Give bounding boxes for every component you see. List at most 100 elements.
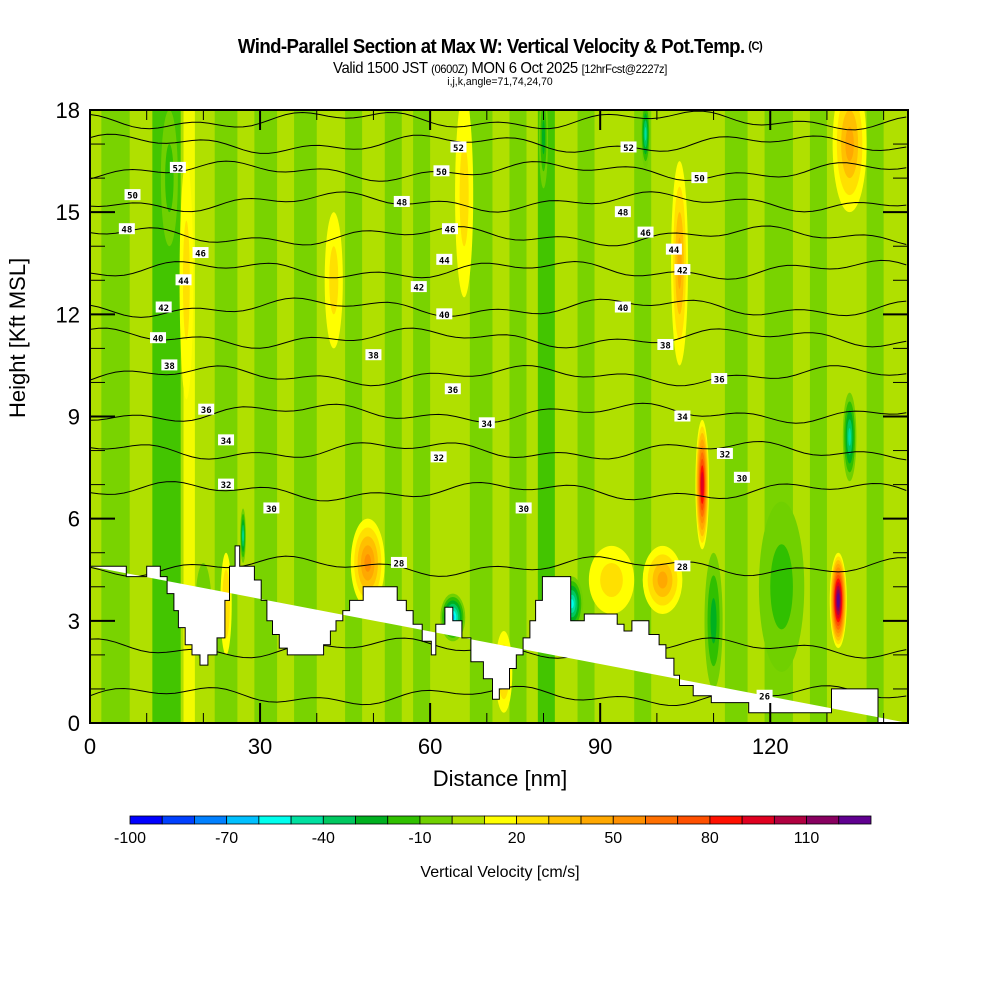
contour-label: 38 — [657, 338, 674, 351]
contour-label: 46 — [441, 223, 458, 236]
x-tick-label: 30 — [248, 734, 272, 759]
contour-label-text: 36 — [201, 406, 212, 416]
theta-contour — [90, 160, 907, 182]
colorbar-segment — [194, 815, 228, 825]
velocity-stripe — [183, 110, 195, 723]
contour-label-text: 36 — [714, 376, 725, 386]
colorbar-segment — [548, 815, 582, 825]
contour-label-text: 40 — [617, 304, 628, 314]
contour-label: 34 — [674, 410, 691, 423]
contour-label-bg — [716, 447, 733, 459]
velocity-cell — [770, 544, 793, 630]
contour-label: 46 — [637, 226, 654, 239]
velocity-stripe — [469, 110, 493, 723]
contour-label-bg — [614, 206, 631, 218]
colorbar-tick-label: -40 — [312, 830, 335, 847]
contour-label: 42 — [155, 301, 172, 314]
contour-label-bg — [192, 247, 209, 259]
contour-label-bg — [410, 281, 427, 293]
contour-label-bg — [175, 274, 192, 286]
theta-contour — [90, 297, 907, 318]
contour-label-text: 50 — [127, 192, 138, 202]
velocity-stripe — [413, 110, 431, 723]
contour-label: 48 — [118, 223, 135, 236]
y-tick-label: 0 — [68, 711, 80, 736]
contour-labels: 52 50 48 46 44 42 40 38 36 34 32 30 52 50 48 46 44 42 40 38… — [118, 141, 773, 702]
contour-label-bg — [444, 383, 461, 395]
colorbar-segment — [677, 815, 711, 825]
valid-time: Valid 1500 JST (0600Z) MON 6 Oct 2025 [1… — [35, 60, 965, 78]
velocity-stripe — [809, 110, 827, 723]
colorbar: -100 -70 -40 -10 20 50 80 110 — [114, 815, 872, 847]
x-tick-label: 90 — [588, 734, 612, 759]
theta-contour — [90, 259, 907, 280]
contour-label-bg — [441, 223, 458, 235]
contour-label-bg — [637, 226, 654, 238]
contour-label-bg — [733, 471, 750, 483]
velocity-cell — [165, 144, 174, 213]
colorbar-segment — [645, 815, 679, 825]
colorbar-segment — [129, 815, 163, 825]
colorbar-segment — [838, 815, 872, 825]
contour-label-text: 30 — [518, 505, 529, 515]
contour-label-bg — [150, 332, 167, 344]
contour-label-text: 52 — [453, 144, 464, 154]
theta-contour — [90, 133, 907, 154]
velocity-cell — [329, 246, 339, 315]
contour-label-text: 44 — [439, 256, 450, 266]
contour-label-bg — [515, 502, 532, 514]
contour-label: 50 — [124, 189, 141, 202]
contour-label: 48 — [393, 195, 410, 208]
colorbar-segment — [483, 815, 518, 825]
contour-label: 40 — [150, 332, 167, 345]
contour-label: 32 — [218, 478, 235, 491]
velocity-cell — [644, 127, 647, 141]
theta-contour — [90, 225, 907, 247]
contour-label-bg — [430, 451, 447, 463]
x-tick-label: 0 — [84, 734, 96, 759]
velocity-cell — [657, 571, 668, 589]
y-tick-label: 15 — [56, 200, 80, 225]
colorbar-segment — [612, 815, 646, 825]
valid-prefix: Valid 1500 JST — [333, 60, 428, 77]
contour-label-bg — [198, 403, 215, 415]
grid-indices: i,j,k,angle=71,74,24,70 — [447, 76, 553, 88]
velocity-cell — [459, 144, 469, 247]
velocity-cell — [701, 478, 703, 492]
colorbar-segment — [161, 815, 195, 825]
contour-label-bg — [657, 338, 674, 350]
contour-label-bg — [614, 301, 631, 313]
colorbar-segment — [258, 815, 292, 825]
colorbar-tick-label: 50 — [604, 830, 622, 847]
y-tick-label: 18 — [56, 98, 80, 123]
theta-contour — [90, 327, 907, 349]
contour-label-bg — [169, 161, 186, 173]
colorbar-tick-label: 20 — [508, 830, 526, 847]
y-tick-label: 9 — [68, 405, 80, 430]
y-tick-label: 3 — [68, 609, 80, 634]
contour-label-bg — [478, 417, 495, 429]
contour-label-text: 50 — [436, 168, 447, 178]
contour-label: 26 — [756, 689, 773, 702]
contour-label-text: 34 — [481, 420, 492, 430]
contour-label: 30 — [515, 502, 532, 515]
contour-label: 52 — [450, 141, 467, 154]
velocity-stripe — [866, 110, 884, 723]
plot-area: 52 50 48 46 44 42 40 38 36 34 32 30 52 50 48 46 44 42 40 38… — [90, 110, 908, 723]
contour-label: 30 — [733, 471, 750, 484]
contour-label-text: 42 — [413, 284, 424, 294]
theta-contour — [90, 191, 907, 213]
colorbar-tick-label: -100 — [114, 830, 146, 847]
contour-label-text: 52 — [172, 164, 183, 174]
x-tick-label: 60 — [418, 734, 442, 759]
contour-label-text: 26 — [759, 692, 770, 702]
velocity-stripe — [345, 110, 363, 723]
velocity-stripes — [101, 110, 884, 723]
velocity-cell — [600, 562, 623, 597]
colorbar-segment — [290, 815, 324, 825]
contour-label-text: 34 — [221, 437, 232, 447]
contour-label: 32 — [430, 451, 447, 464]
contour-label: 34 — [478, 417, 495, 430]
contour-label-text: 38 — [660, 341, 671, 351]
